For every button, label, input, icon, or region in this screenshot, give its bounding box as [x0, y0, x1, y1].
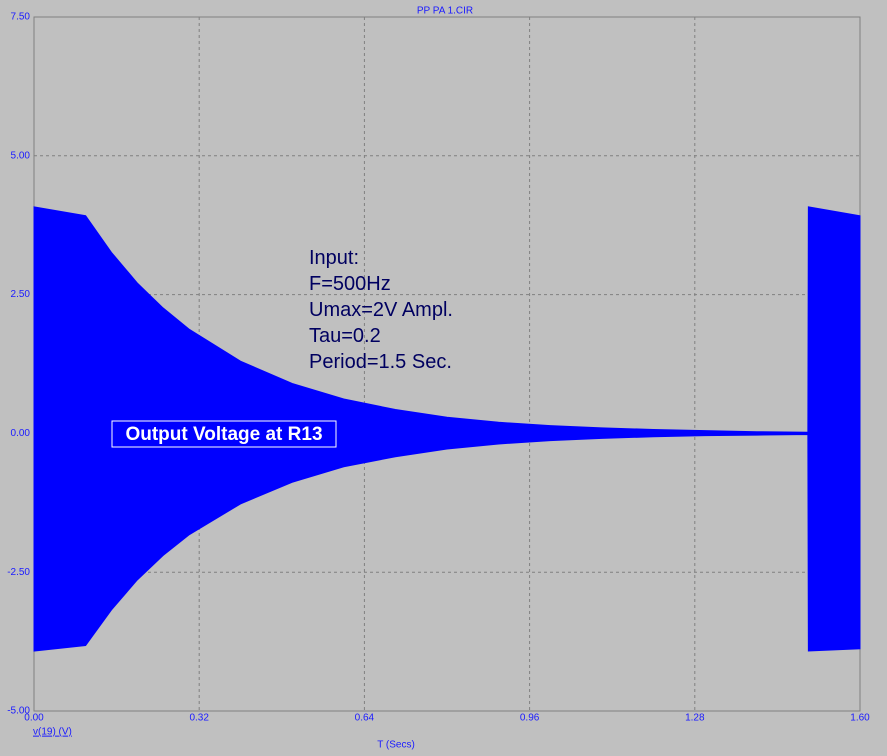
x-tick-label: 0.96 — [520, 713, 540, 724]
annotation: Period=1.5 Sec. — [309, 351, 452, 373]
y-tick-label: 0.00 — [11, 428, 31, 439]
annotation: F=500Hz — [309, 273, 391, 295]
chart-title: PP PA 1.CIR — [417, 6, 473, 17]
annotation: Tau=0.2 — [309, 325, 381, 347]
x-tick-label: 1.28 — [685, 713, 705, 724]
signal-envelope — [33, 206, 861, 652]
y-tick-label: 7.50 — [11, 12, 31, 23]
y-tick-label: -2.50 — [7, 567, 30, 578]
label-box — [111, 420, 337, 448]
annotation: Input: — [309, 247, 359, 269]
series-label: Output Voltage at R13 — [125, 424, 322, 445]
x-tick-label: 0.00 — [24, 713, 44, 724]
series-name: v(19) (V) — [33, 727, 72, 738]
annotation: Umax=2V Ampl. — [309, 299, 453, 321]
x-tick-label: 1.60 — [850, 713, 870, 724]
x-tick-label: 0.64 — [355, 713, 375, 724]
x-axis-label: T (Secs) — [377, 740, 415, 751]
x-tick-label: 0.32 — [189, 713, 209, 724]
annotations: Input: F=500Hz Umax=2V Ampl. Tau=0.2 Period=… — [111, 247, 453, 448]
y-tick-label: -5.00 — [7, 706, 30, 717]
y-tick-label: 5.00 — [11, 150, 31, 161]
plot — [33, 206, 861, 652]
y-tick-label: 2.50 — [11, 289, 31, 300]
